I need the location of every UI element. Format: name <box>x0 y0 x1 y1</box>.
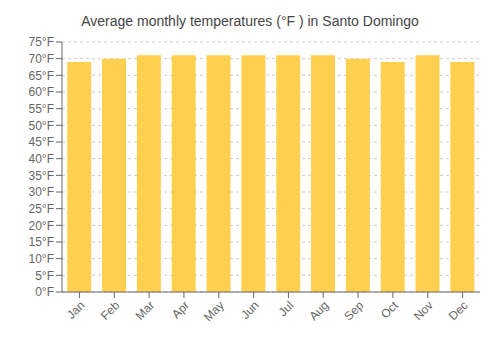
svg-text:75°F: 75°F <box>29 35 54 49</box>
svg-text:Jul: Jul <box>276 298 297 319</box>
svg-text:60°F: 60°F <box>29 85 54 99</box>
svg-text:55°F: 55°F <box>29 102 54 116</box>
svg-text:70°F: 70°F <box>29 52 54 66</box>
svg-text:Oct: Oct <box>378 298 402 322</box>
svg-text:15°F: 15°F <box>29 235 54 249</box>
svg-text:10°F: 10°F <box>29 252 54 266</box>
svg-text:35°F: 35°F <box>29 169 54 183</box>
svg-text:30°F: 30°F <box>29 185 54 199</box>
svg-text:65°F: 65°F <box>29 69 54 83</box>
svg-text:Jan: Jan <box>64 298 88 322</box>
svg-text:Feb: Feb <box>98 298 123 323</box>
svg-text:45°F: 45°F <box>29 135 54 149</box>
html-text:Average monthly temperatures (: Average monthly temperatures (°F ) in Sa… <box>81 13 419 29</box>
svg-text:Jun: Jun <box>238 298 262 322</box>
svg-text:Dec: Dec <box>446 298 471 323</box>
svg-text:Sep: Sep <box>341 298 366 323</box>
svg-text:0°F: 0°F <box>35 285 54 299</box>
svg-text:50°F: 50°F <box>29 119 54 133</box>
svg-text:Aug: Aug <box>306 298 331 323</box>
svg-text:Nov: Nov <box>411 298 436 323</box>
svg-text:40°F: 40°F <box>29 152 54 166</box>
svg-text:Apr: Apr <box>169 298 192 321</box>
svg-text:May: May <box>201 298 227 324</box>
svg-text:25°F: 25°F <box>29 202 54 216</box>
svg-text:5°F: 5°F <box>35 269 54 283</box>
svg-text:20°F: 20°F <box>29 219 54 233</box>
svg-text:Mar: Mar <box>133 298 158 323</box>
